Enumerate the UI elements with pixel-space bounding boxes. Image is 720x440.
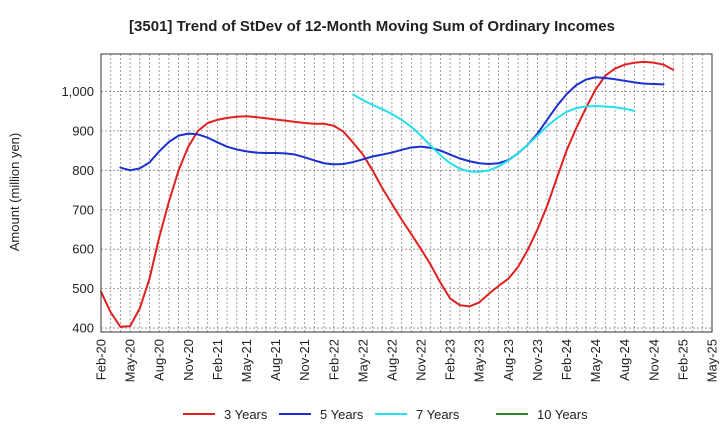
x-tick-label-1: May-20 bbox=[123, 339, 138, 382]
x-tick-label-14: Aug-23 bbox=[501, 339, 516, 381]
y-tick-label-5: 900 bbox=[72, 123, 94, 138]
y-tick-labels: 400 500 600 700 800 900 1,000 bbox=[61, 84, 94, 336]
x-tick-label-4: Feb-21 bbox=[210, 339, 225, 380]
series-line-7-years bbox=[352, 93, 636, 173]
legend-label-3-years: 3 Years bbox=[224, 407, 268, 422]
x-tick-label-6: Aug-21 bbox=[268, 339, 283, 381]
x-tick-label-3: Nov-20 bbox=[181, 339, 196, 381]
grid-layer bbox=[101, 54, 712, 332]
y-tick-label-4: 800 bbox=[72, 163, 94, 178]
legend-label-5-years: 5 Years bbox=[320, 407, 364, 422]
y-tick-label-1: 500 bbox=[72, 281, 94, 296]
x-tick-label-21: May-25 bbox=[705, 339, 720, 382]
x-tick-label-20: Feb-25 bbox=[675, 339, 690, 380]
chart-title: [3501] Trend of StDev of 12-Month Moving… bbox=[129, 18, 615, 35]
x-tick-label-17: May-24 bbox=[588, 339, 603, 382]
x-tick-label-5: May-21 bbox=[239, 339, 254, 382]
y-tick-label-6: 1,000 bbox=[61, 84, 94, 99]
x-tick-label-0: Feb-20 bbox=[94, 339, 109, 380]
y-tick-label-3: 700 bbox=[72, 202, 94, 217]
x-tick-label-7: Nov-21 bbox=[297, 339, 312, 381]
x-tick-labels: Feb-20 May-20 Aug-20 Nov-20 Feb-21 May-21 Aug-… bbox=[94, 339, 720, 382]
y-tick-label-0: 400 bbox=[72, 321, 94, 336]
plot-frame bbox=[100, 53, 713, 333]
legend-label-10-years: 10 Years bbox=[537, 407, 588, 422]
x-tick-label-15: Nov-23 bbox=[530, 339, 545, 381]
x-tick-label-2: Aug-20 bbox=[152, 339, 167, 381]
x-tick-label-12: Feb-23 bbox=[443, 339, 458, 380]
x-tick-label-9: May-22 bbox=[355, 339, 370, 382]
y-tick-label-2: 600 bbox=[72, 242, 94, 257]
x-tick-label-11: Nov-22 bbox=[414, 339, 429, 381]
x-tick-label-19: Nov-24 bbox=[646, 339, 661, 381]
legend-label-7-years: 7 Years bbox=[416, 407, 460, 422]
series-layer bbox=[100, 60, 675, 328]
series-line-5-years bbox=[119, 76, 665, 172]
x-tick-label-18: Aug-24 bbox=[617, 339, 632, 381]
x-tick-label-16: Feb-24 bbox=[559, 339, 574, 380]
x-tick-label-10: Aug-22 bbox=[384, 339, 399, 381]
x-tick-label-13: May-23 bbox=[472, 339, 487, 382]
y-axis-label: Amount (million yen) bbox=[7, 133, 22, 252]
x-tick-label-8: Feb-22 bbox=[326, 339, 341, 380]
legend: 3 Years 5 Years 7 Years 10 Years bbox=[183, 407, 588, 422]
series-line-3-years bbox=[100, 60, 675, 328]
